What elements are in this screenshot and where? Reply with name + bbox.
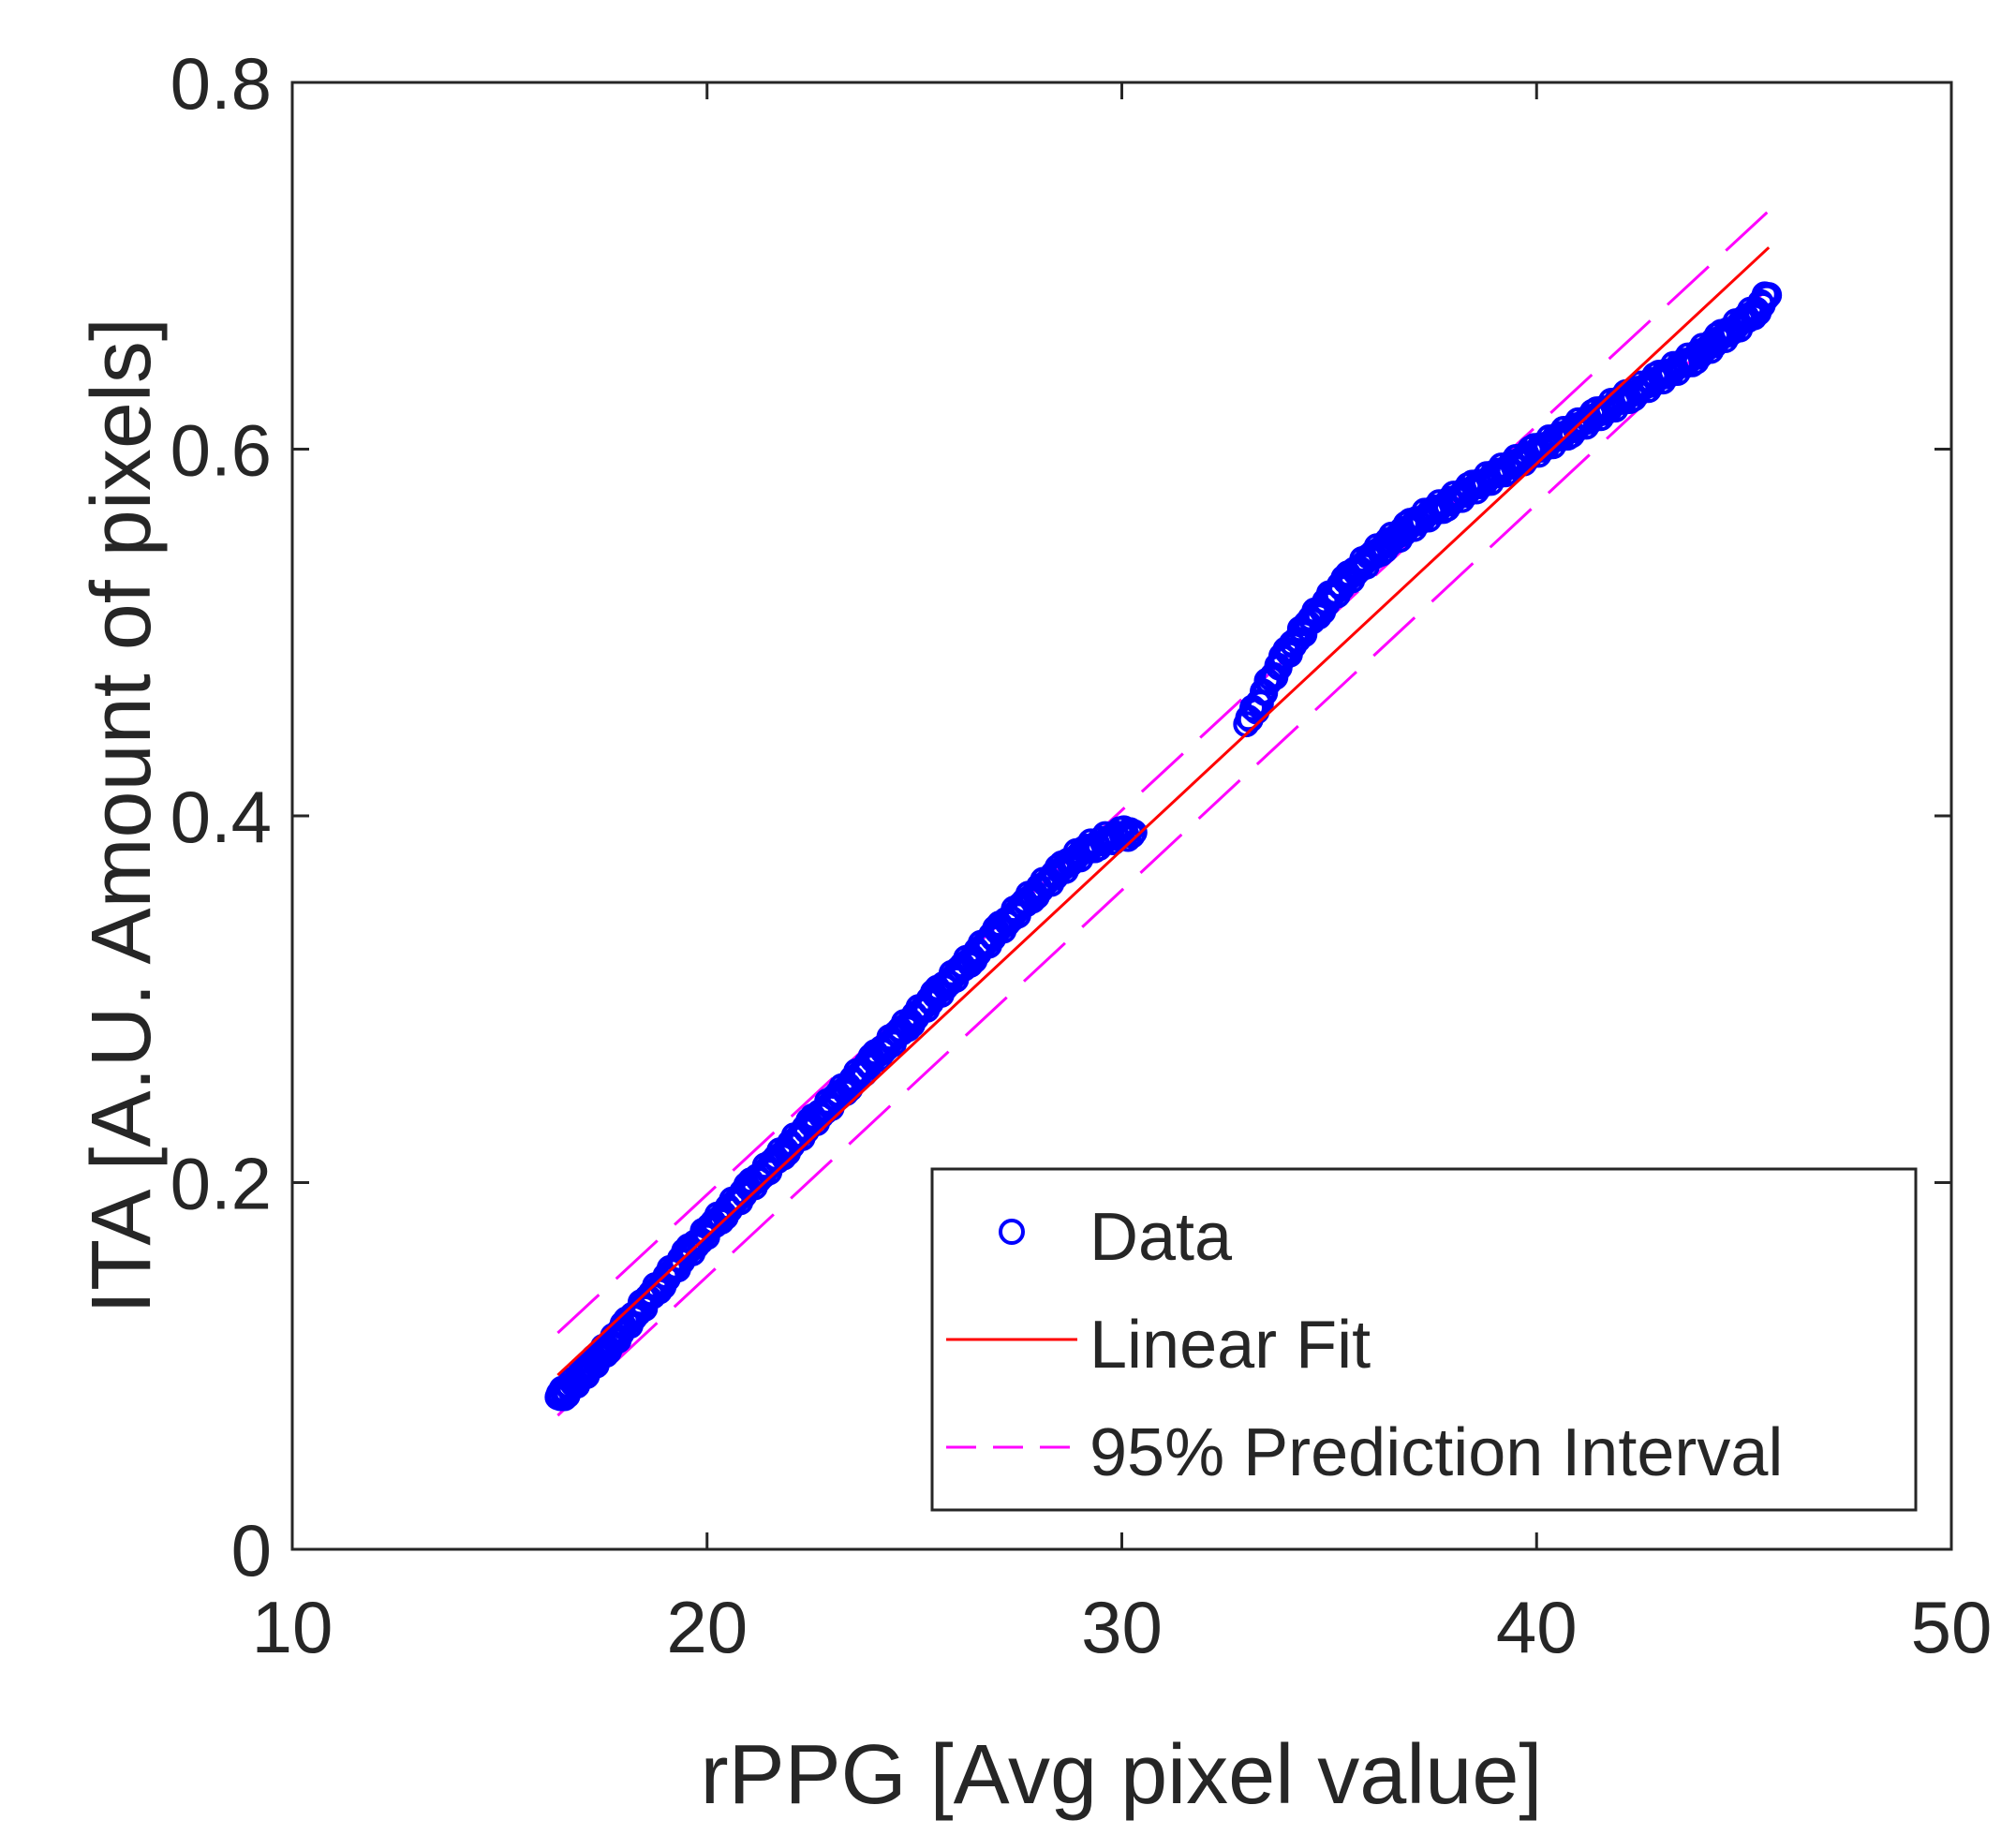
- x-tick-labels: 10 20 30 40 50: [252, 1586, 1993, 1668]
- data-points: [544, 281, 1783, 1412]
- prediction-interval-upper: [556, 209, 1771, 1335]
- x-axis-label: rPPG [Avg pixel value]: [701, 1728, 1543, 1822]
- prediction-interval-lower: [556, 287, 1771, 1417]
- x-tick-label: 20: [666, 1586, 748, 1668]
- legend-box: [930, 1167, 1918, 1512]
- x-tick-label: 40: [1496, 1586, 1578, 1668]
- data-point: [1120, 819, 1148, 846]
- y-tick-label: 0.8: [170, 42, 272, 125]
- y-tick-label: 0.6: [170, 409, 272, 492]
- y-axis-label: ITA [A.U. Amount of pixels]: [75, 318, 169, 1314]
- y-tick-label: 0: [231, 1509, 272, 1591]
- y-tick-label: 0.4: [170, 776, 272, 858]
- fit-line: [556, 246, 1771, 1377]
- data-point: [1756, 282, 1783, 309]
- legend-interval-label: 95% Prediction Interval: [1090, 1415, 1783, 1490]
- x-tick-label: 30: [1081, 1586, 1163, 1668]
- legend: Data Linear Fit 95% Prediction Interval: [930, 1167, 1918, 1512]
- legend-data-label: Data: [1090, 1200, 1233, 1275]
- prediction-interval-lines: [556, 209, 1771, 1417]
- x-tick-label: 10: [252, 1586, 334, 1668]
- legend-fit-label: Linear Fit: [1090, 1308, 1371, 1383]
- linear-fit-line: [556, 246, 1771, 1377]
- legend-data-marker: [999, 1219, 1025, 1245]
- axis-ticks: [290, 81, 1953, 1551]
- y-tick-label: 0.2: [170, 1143, 272, 1225]
- x-tick-label: 50: [1911, 1586, 1993, 1668]
- y-tick-labels: 0 0.2 0.4 0.6 0.8: [170, 42, 272, 1591]
